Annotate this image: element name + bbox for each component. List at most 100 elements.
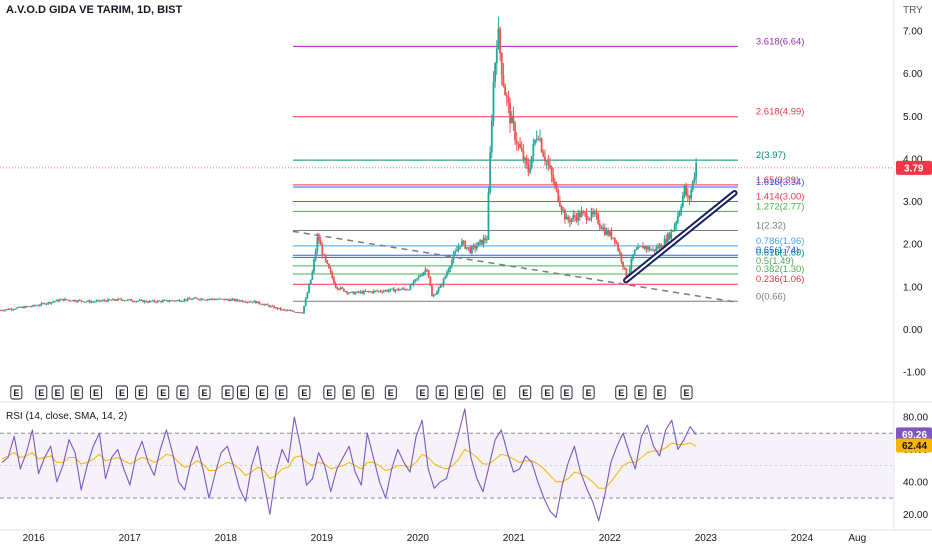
candle-body xyxy=(60,298,63,300)
candle-body xyxy=(588,218,591,220)
candle-body xyxy=(633,250,636,255)
candle-body xyxy=(24,306,26,309)
rsi-title[interactable]: RSI (14, close, SMA, 14, 2) xyxy=(6,411,128,422)
earnings-event-icon[interactable]: E xyxy=(416,385,429,400)
earnings-event-icon[interactable]: E xyxy=(680,385,693,400)
candle-body xyxy=(625,268,628,278)
earnings-event-icon[interactable]: E xyxy=(541,385,554,400)
event-letter: E xyxy=(586,388,592,398)
candle-body xyxy=(657,247,659,249)
candle-body xyxy=(557,189,560,202)
candle-body xyxy=(527,164,530,173)
candle-body xyxy=(509,102,511,124)
candle-body xyxy=(73,300,76,302)
event-letter: E xyxy=(259,388,265,398)
event-letter: E xyxy=(240,388,246,398)
candle-body xyxy=(688,196,691,199)
candle-body xyxy=(429,277,432,286)
candle-body xyxy=(88,300,91,303)
earnings-event-icon[interactable]: E xyxy=(70,385,83,400)
candle-body xyxy=(40,303,43,306)
rsi-line[interactable] xyxy=(1,408,697,522)
fib-level-label: 0.382(1.30) xyxy=(756,264,805,275)
chart-title[interactable]: A.V.O.D GIDA VE TARIM, 1D, BIST xyxy=(6,4,183,16)
earnings-event-icon[interactable]: E xyxy=(361,385,374,400)
candle-body xyxy=(130,299,133,302)
event-box xyxy=(236,385,249,400)
candle-body xyxy=(693,177,696,181)
earnings-event-icon[interactable]: E xyxy=(10,385,23,400)
candle-body xyxy=(494,63,497,83)
earnings-event-icon[interactable]: E xyxy=(493,385,506,400)
earnings-event-icon[interactable]: E xyxy=(323,385,336,400)
candle-body xyxy=(163,300,166,301)
earnings-event-icon[interactable]: E xyxy=(90,385,102,400)
candle-body xyxy=(590,211,593,219)
event-box xyxy=(384,385,397,400)
earnings-event-icon[interactable]: E xyxy=(51,385,64,400)
earnings-event-icon[interactable]: E xyxy=(342,385,355,400)
earnings-event-icon[interactable]: E xyxy=(653,385,666,400)
candle-body xyxy=(424,269,427,273)
earnings-event-icon[interactable]: E xyxy=(256,385,269,400)
candle-body xyxy=(318,237,320,241)
earnings-event-icon[interactable]: E xyxy=(615,385,628,400)
candle-body xyxy=(623,267,626,269)
candle-body xyxy=(151,300,154,302)
dashed-trendline[interactable] xyxy=(292,230,739,304)
candle-body xyxy=(534,139,536,144)
candle-body xyxy=(319,240,322,245)
candles-layer xyxy=(0,16,698,314)
event-letter: E xyxy=(225,388,231,398)
candle-body xyxy=(362,290,365,294)
event-letter: E xyxy=(326,388,332,398)
earnings-event-icon[interactable]: E xyxy=(519,385,532,400)
earnings-event-icon[interactable]: E xyxy=(582,385,595,400)
candle-body xyxy=(127,299,129,301)
candle-body xyxy=(4,309,6,311)
candle-body xyxy=(642,245,644,249)
earnings-event-icon[interactable]: E xyxy=(275,385,288,400)
earnings-event-icon[interactable]: E xyxy=(634,385,647,400)
candle-body xyxy=(57,299,60,302)
earnings-event-icon[interactable]: E xyxy=(435,385,448,400)
earnings-event-icon[interactable]: E xyxy=(176,385,189,400)
candle-body xyxy=(210,298,212,300)
candle-body xyxy=(354,292,357,295)
candle-body xyxy=(414,279,417,281)
candle-body xyxy=(451,260,453,267)
earnings-event-icon[interactable]: E xyxy=(198,385,211,400)
candle-body xyxy=(90,301,93,303)
candle-body xyxy=(5,309,8,310)
price-tick-label: 6.00 xyxy=(903,69,923,80)
earnings-event-icon[interactable]: E xyxy=(384,385,397,400)
event-letter: E xyxy=(684,388,690,398)
event-box xyxy=(221,385,234,400)
rsi-ma-line[interactable] xyxy=(1,442,697,489)
candle-body xyxy=(372,290,375,293)
earnings-event-icon[interactable]: E xyxy=(560,385,573,400)
earnings-event-icon[interactable]: E xyxy=(115,385,128,400)
candle-body xyxy=(339,287,342,290)
candle-body xyxy=(135,301,138,302)
candle-body xyxy=(263,304,266,306)
earnings-event-icon[interactable]: E xyxy=(135,385,148,400)
rsi-last-tag xyxy=(896,427,932,442)
earnings-event-icon[interactable]: E xyxy=(454,385,467,400)
earnings-event-icon[interactable]: E xyxy=(221,385,234,400)
earnings-event-icon[interactable]: E xyxy=(35,385,48,400)
candle-body xyxy=(537,138,540,140)
candle-body xyxy=(510,115,513,124)
candle-body xyxy=(110,299,113,301)
candle-body xyxy=(399,289,402,291)
candle-body xyxy=(188,298,191,300)
earnings-event-icon[interactable]: E xyxy=(298,385,311,400)
earnings-event-icon[interactable]: E xyxy=(471,385,484,400)
earnings-event-icon[interactable]: E xyxy=(157,385,170,400)
candle-body xyxy=(22,306,25,309)
candle-body xyxy=(678,212,681,216)
candle-body xyxy=(140,300,143,301)
earnings-event-icon[interactable]: E xyxy=(236,385,249,400)
